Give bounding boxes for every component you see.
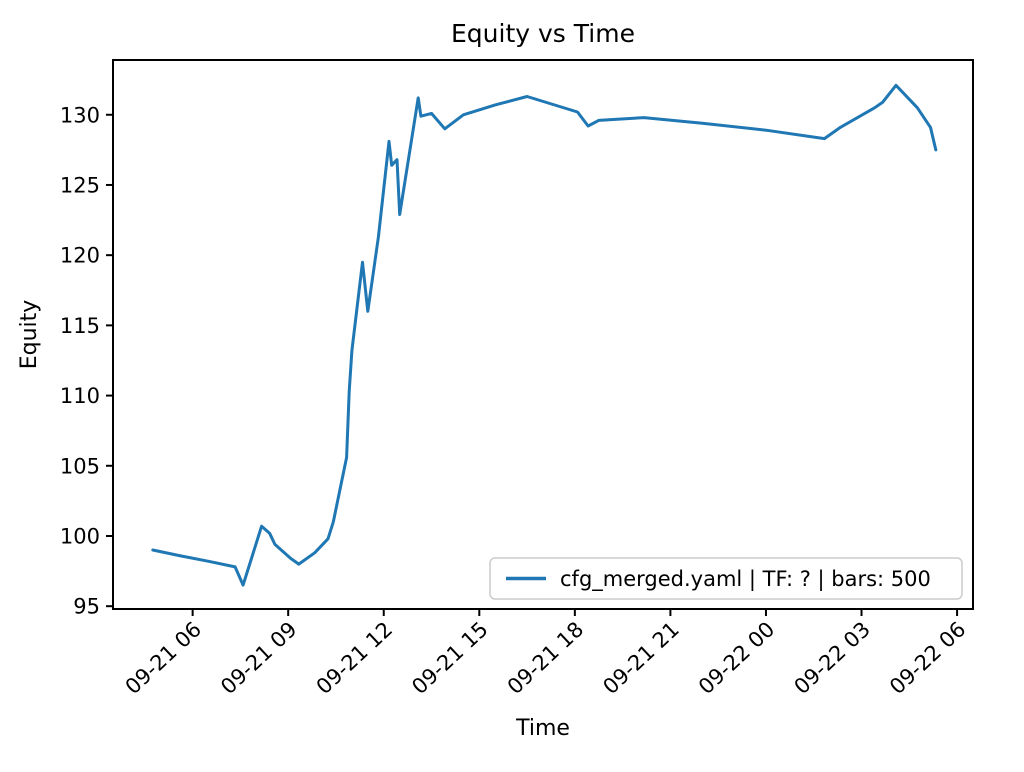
y-tick-label: 95 — [73, 595, 100, 619]
x-tick-label: 09-22 06 — [885, 617, 970, 699]
x-tick-label: 09-21 12 — [312, 617, 397, 699]
y-axis-label: Equity — [17, 300, 42, 370]
legend-box — [489, 557, 963, 600]
x-tick-label: 09-21 18 — [503, 617, 588, 699]
y-tick-label: 125 — [60, 173, 100, 197]
y-axis-ticks: 95 100 105 110 115 120 125 130 — [60, 103, 113, 619]
y-tick-label: 100 — [60, 524, 100, 548]
y-tick-label: 110 — [60, 384, 100, 408]
plot-border — [112, 59, 974, 610]
x-tick-label: 09-22 03 — [790, 617, 875, 699]
y-tick-label: 115 — [60, 314, 100, 338]
x-tick-label: 09-21 09 — [216, 617, 301, 699]
equity-line-series — [151, 83, 938, 587]
chart-title: Equity vs Time — [451, 19, 635, 48]
y-tick-label: 120 — [60, 244, 100, 268]
legend-label: cfg_merged.yaml | TF: ? | bars: 500 — [560, 567, 931, 592]
x-axis-label: Time — [515, 716, 570, 741]
y-tick-label: 130 — [60, 103, 100, 127]
x-tick-label: 09-22 00 — [694, 617, 779, 699]
x-tick-label: 09-21 21 — [598, 617, 683, 699]
x-tick-label: 09-21 15 — [407, 617, 492, 699]
y-tick-label: 105 — [60, 454, 100, 478]
legend: cfg_merged.yaml | TF: ? | bars: 500 — [489, 557, 963, 600]
x-axis-ticks: 09-21 06 09-21 09 09-21 12 09-21 15 09-21 18… — [121, 609, 970, 699]
x-tick-label: 09-21 06 — [121, 617, 206, 699]
